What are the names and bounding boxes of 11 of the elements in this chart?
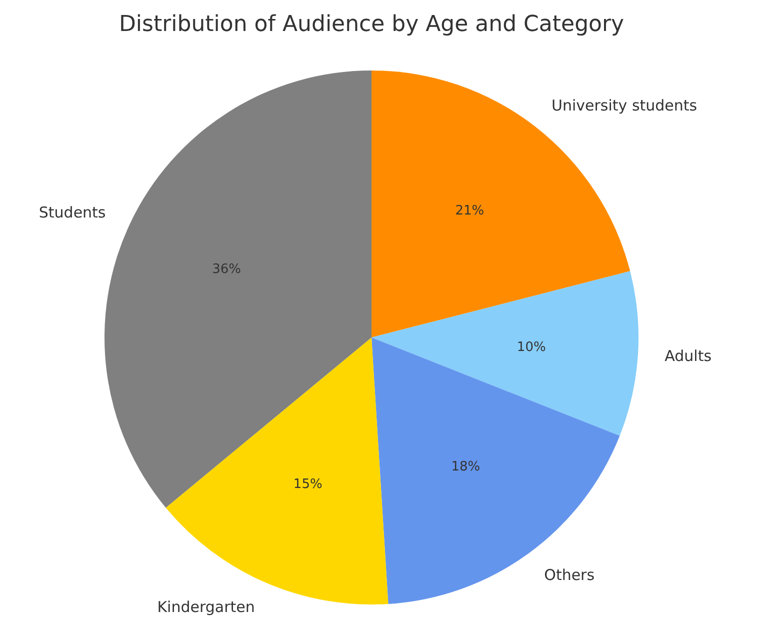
data-label: 10%: [516, 340, 546, 356]
slice-label: Students: [38, 203, 106, 222]
chart-title: Distribution of Audience by Age and Category: [118, 12, 624, 37]
data-label: 21%: [455, 203, 484, 218]
data-label: 18%: [451, 460, 480, 475]
data-label: 36%: [212, 262, 242, 277]
slice-label: Others: [544, 566, 595, 584]
slice-label: University students: [552, 96, 698, 114]
slice-label: Kindergarten: [157, 598, 255, 616]
data-label: 15%: [293, 477, 322, 492]
slice-label: Adults: [664, 346, 712, 365]
